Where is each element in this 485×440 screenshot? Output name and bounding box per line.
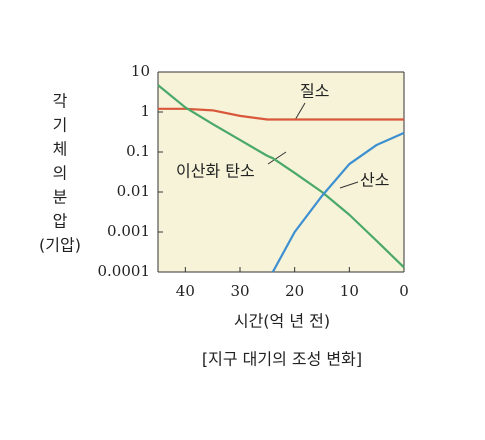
x-axis-label: 시간(억 년 전) xyxy=(234,312,330,331)
x-tick-label: 30 xyxy=(230,282,249,300)
y-tick-label: 0.0001 xyxy=(98,262,151,280)
y-tick-label: 0.01 xyxy=(117,182,150,200)
leader-line xyxy=(267,151,287,165)
y-axis-label: 압 xyxy=(53,212,68,231)
caption: [지구 대기의 조성 변화] xyxy=(202,350,362,369)
series-line xyxy=(158,107,404,121)
plot-area xyxy=(158,72,404,272)
leader-line xyxy=(294,102,306,121)
y-tick-label: 0.001 xyxy=(107,222,150,240)
x-tick-label: 20 xyxy=(285,282,304,300)
y-axis-label: 의 xyxy=(53,164,68,183)
x-tick-label: 0 xyxy=(399,282,409,300)
x-tick-label: 40 xyxy=(176,282,195,300)
series-label: 질소 xyxy=(300,82,329,101)
leader-line xyxy=(339,181,359,189)
y-axis-label: (기압) xyxy=(39,236,81,255)
y-tick-label: 1 xyxy=(140,102,150,120)
y-axis-label: 각 xyxy=(53,92,68,111)
series-line xyxy=(157,84,405,269)
y-axis-label: 분 xyxy=(53,188,68,207)
x-tick-label: 10 xyxy=(340,282,359,300)
y-tick-label: 10 xyxy=(131,62,150,80)
series-line xyxy=(271,131,405,273)
y-axis-label: 체 xyxy=(53,140,68,159)
series-label: 이산화 탄소 xyxy=(176,162,255,181)
y-tick-label: 0.1 xyxy=(126,142,150,160)
series-label: 산소 xyxy=(360,171,389,190)
y-axis-label: 기 xyxy=(53,116,68,135)
